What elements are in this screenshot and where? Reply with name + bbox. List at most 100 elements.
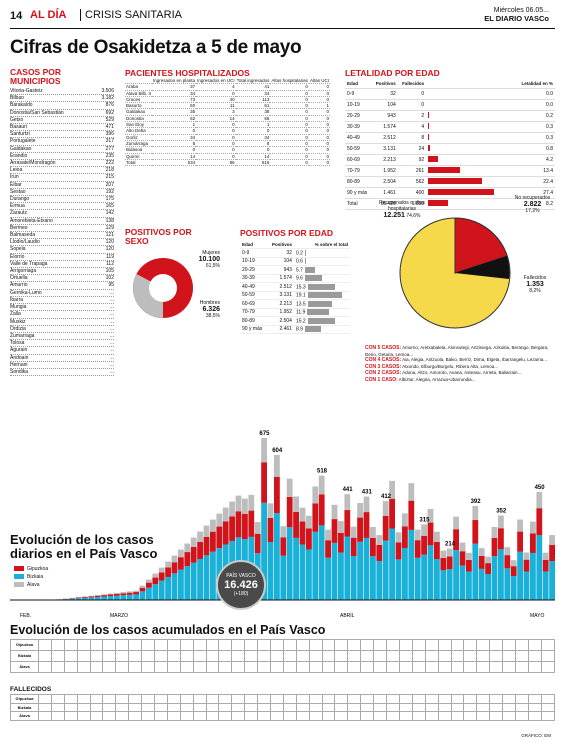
municipio-name: Galdakao [10,145,32,152]
letalidad-bar-cell [426,187,517,199]
daily-bar [312,531,319,600]
fall-cell [128,694,143,704]
evo2-cell [231,650,246,662]
evo2-cell [308,650,323,662]
municipio-row: Arrigorriaga 105 [10,268,114,276]
daily-bar [446,548,453,557]
daily-bar [184,552,191,567]
letalidad-row: 90 y más 1.461 400 27.4 [345,187,555,199]
fall-cell [270,702,284,712]
letalidad-cell: 4 [397,121,427,133]
edad-cell: 943 [267,265,294,275]
letalidad-bar [428,167,461,174]
evo2-cell [540,661,556,673]
fall-cell [166,702,181,712]
hospital-cell: 0 [270,146,309,154]
daily-bar [421,554,427,600]
edad-bar [304,275,323,282]
daily-bar [178,549,184,558]
fall-cell [373,702,388,712]
daily-bar [222,507,229,522]
evo2-cell [115,639,130,651]
evo2-cell [257,650,272,662]
evo2-cell [205,661,220,673]
municipio-row: Eibar 207 [10,182,114,189]
municipio-count: 102 [105,275,114,282]
municipio-count: ... [109,361,114,368]
edad-cell: 90 y más [240,325,268,334]
edad-bar [307,317,336,324]
daily-bar [338,532,344,553]
municipio-count: ... [109,354,114,361]
edad-bar-cell: 5.7 [293,265,350,275]
municipio-count: 95 [108,282,114,289]
daily-bar [133,590,139,593]
letalidad-col: Letalidad en % [516,80,555,89]
fall-cell [527,702,542,712]
fall-row: Bizkaia [10,702,556,712]
daily-bar [472,543,479,600]
daily-bar [197,558,203,600]
month-label: MAYO [530,613,544,619]
daily-bar [165,576,171,600]
letalidad-cell: Total [345,198,372,210]
daily-bar [312,486,319,504]
legend-swatch-gipuzkoa [14,566,24,572]
daily-bar [331,504,338,520]
fall-cell [411,694,426,704]
header-rule [10,28,555,29]
municipio-count: ... [109,296,114,303]
edad-bar-cell: 8.9 [293,325,350,334]
daily-bar [440,570,447,600]
edad-bar [307,292,343,299]
peak-label: 604 [272,448,283,454]
daily-bar [350,556,357,600]
fall-cell [347,702,362,712]
evo2-cell [154,639,168,651]
hospital-cell: 0 [270,108,309,116]
evo2-cell [76,639,91,651]
evo2-cell [115,650,130,662]
fall-cell [270,694,284,704]
daily-bar [517,551,523,600]
recuperados-legend: Recuperados o altas hospitalarias 12.251 … [379,200,425,219]
municipio-row: Vitoria-Gasteiz 3.506 [10,88,114,96]
daily-bar [126,594,133,600]
daily-bar [94,596,101,600]
fall-cell [154,711,168,721]
evo2-cell [141,661,156,673]
evo2-cell [115,661,130,673]
evo2-cell [244,650,259,662]
fall-cell [540,711,556,721]
municipio-count: 692 [105,109,114,116]
hospital-cell: 0 [270,102,309,110]
edad-pct: 5.7 [295,266,303,273]
fall-cell [502,702,516,712]
municipio-count: 129 [105,224,114,231]
letalidad-cell: 1.353 [397,198,427,210]
letalidad-cell: 400 [397,187,427,199]
daily-bar [306,549,312,600]
letalidad-row: 30-39 1.574 4 0.3 [345,121,555,133]
daily-bar [498,515,504,529]
municipio-row: Zalla... [10,311,114,319]
daily-bar [434,559,440,600]
municipio-row: Sopela 120 [10,246,114,254]
sexo-heading: POSITIVOS POR SEXO [125,227,192,246]
daily-bar [485,556,491,564]
fall-cell [437,702,452,712]
daily-bar [440,550,447,558]
daily-bar [491,526,498,538]
hospital-cell: 0 [308,90,330,97]
fall-cell [76,702,91,712]
letalidad-cell: 0-9 [345,88,372,100]
fall-row: Álava [10,711,556,721]
fall-cell [476,711,491,721]
edad-bar [304,266,316,273]
recovery-pie [399,217,511,329]
daily-bar [88,595,95,597]
fall-cell [437,694,452,704]
daily-bar [459,565,466,600]
municipio-count: 119 [106,253,114,260]
daily-bar [190,562,197,600]
